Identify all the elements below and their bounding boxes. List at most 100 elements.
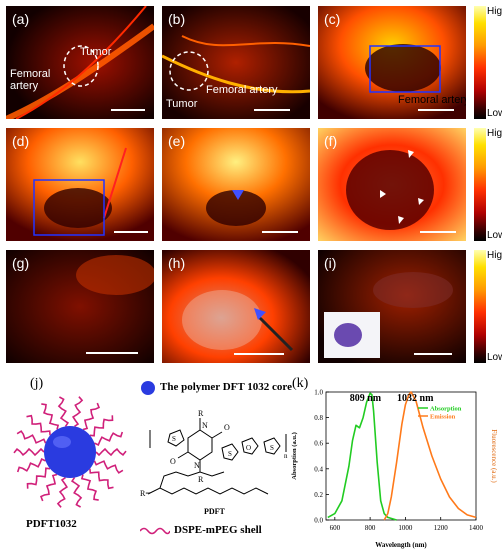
panel-d: (d) [6, 128, 154, 241]
shell-chain [94, 431, 124, 446]
panel-b: (b) Tumor Femoral artery [162, 6, 310, 119]
x-tick-label: 800 [365, 524, 376, 532]
colorbar [474, 250, 486, 363]
panel-a-label: (a) [12, 11, 30, 27]
panel-b-image [162, 6, 310, 119]
x-tick-label: 1200 [434, 524, 449, 532]
panel-d-label: (d) [12, 133, 30, 149]
shell-chain [80, 474, 99, 501]
colorbar-low: Low [487, 108, 502, 119]
y-axis-label-left: Absorption (a.u.) [291, 432, 298, 480]
scale-bar [414, 353, 452, 355]
o-atom-furan: O [246, 444, 251, 452]
panel-h-image [162, 250, 310, 363]
panel-e: (e) [162, 128, 310, 241]
panel-b-label: (b) [168, 11, 186, 27]
scale-bar [86, 352, 138, 354]
colorbar [474, 6, 486, 119]
legend-entry: Absorption [430, 406, 462, 413]
peak-label-emission: 1032 nm [397, 393, 434, 404]
scale-bar [418, 109, 454, 111]
shell-chain [26, 467, 51, 489]
panel-k-label: (k) [292, 376, 309, 391]
plot-area [325, 391, 477, 521]
scale-bar [234, 353, 284, 355]
shell-legend-icon [140, 527, 170, 535]
scale-bar [420, 231, 456, 233]
colorbar-low: Low [487, 352, 502, 363]
panel-a: (a) Femoral artery Tumor [6, 6, 154, 119]
shell-chain [26, 414, 51, 436]
shell-chain [89, 468, 114, 490]
y-axis-label-right: Fluorescence (a.u.) [490, 429, 498, 483]
shell-chain [41, 403, 60, 430]
core-legend: The polymer DFT 1032 core [160, 381, 292, 393]
spectra-chart: 600 800 1000 1200 1400 0.0 0.2 0.4 0.6 0.8 1.0 80… [291, 389, 498, 550]
r-atom-bottom: R [198, 475, 204, 484]
n-atom-top: N [202, 421, 208, 430]
x-tick-label: 600 [330, 524, 341, 532]
panel-f-label: (f) [324, 133, 338, 149]
shell-chain [56, 476, 69, 508]
scale-bar [114, 231, 148, 233]
femoral-artery-label: Femoral artery [398, 94, 466, 106]
tumor-label: Tumor [166, 98, 198, 110]
panel-c: (c) Femoral artery [318, 6, 466, 119]
o-atom-2: O [170, 457, 176, 466]
core-legend-icon [141, 381, 155, 395]
panel-c-label: (c) [324, 11, 341, 27]
shell-chain [93, 460, 124, 474]
y-tick-label: 0.8 [314, 414, 323, 422]
colorbar [474, 128, 486, 241]
panel-f: (f) [318, 128, 466, 241]
colorbar-high: High [487, 6, 502, 17]
shell-chain [57, 396, 70, 427]
shell-chain [70, 477, 83, 508]
peak-label-absorption: 809 nm [350, 393, 382, 404]
shell-chain [16, 458, 46, 473]
panel-h-label: (h) [168, 255, 186, 271]
pdft-structure: R R N N O O O S S S n R= PDFT [140, 409, 288, 516]
panel-i-image [318, 250, 466, 363]
s-atom-3: S [270, 444, 274, 452]
panel-g: (g) [6, 250, 154, 363]
series-line-emission [383, 391, 477, 521]
panel-d-image [6, 128, 154, 241]
o-atom-1: O [224, 423, 230, 432]
x-axis-label: Wavelength (nm) [375, 541, 427, 549]
panel-e-image [162, 128, 310, 241]
n-atom-bottom: N [194, 461, 200, 470]
shell-chain [89, 415, 114, 437]
shell-legend: DSPE-mPEG shell [174, 524, 262, 536]
panel-c-image [318, 6, 466, 119]
shell-chain [95, 447, 127, 457]
y-tick-label: 0.2 [314, 491, 323, 499]
colorbar-low: Low [487, 230, 502, 241]
panel-f-image [318, 128, 466, 241]
particle-name: PDFT1032 [26, 518, 77, 530]
panel-i: (i) [318, 250, 466, 363]
s-atom-2: S [228, 450, 232, 458]
x-tick-label: 1400 [469, 524, 484, 532]
panel-j-label: (j) [30, 376, 44, 391]
panel-i-label: (i) [324, 255, 337, 271]
y-tick-label: 0.0 [314, 517, 323, 525]
n-subscript: n [284, 452, 288, 460]
panel-h: (h) [162, 250, 310, 363]
shell-chain [16, 430, 47, 444]
shell-chain [82, 402, 101, 431]
y-tick-label: 1.0 [314, 389, 323, 397]
colorbar-high: High [487, 250, 502, 261]
panel-g-label: (g) [12, 255, 30, 271]
shell-chain [39, 473, 58, 502]
shell-chain [71, 396, 84, 428]
femoral-artery-label: Femoral artery [10, 68, 51, 92]
shell-chain [13, 447, 45, 457]
scale-bar [262, 231, 298, 233]
femoral-artery-label: Femoral artery [206, 84, 278, 96]
s-atom-1: S [172, 435, 176, 443]
panel-a-image [6, 6, 154, 119]
tumor-label: Tumor [80, 46, 112, 58]
scale-bar [254, 109, 290, 111]
scale-bar [111, 109, 145, 111]
